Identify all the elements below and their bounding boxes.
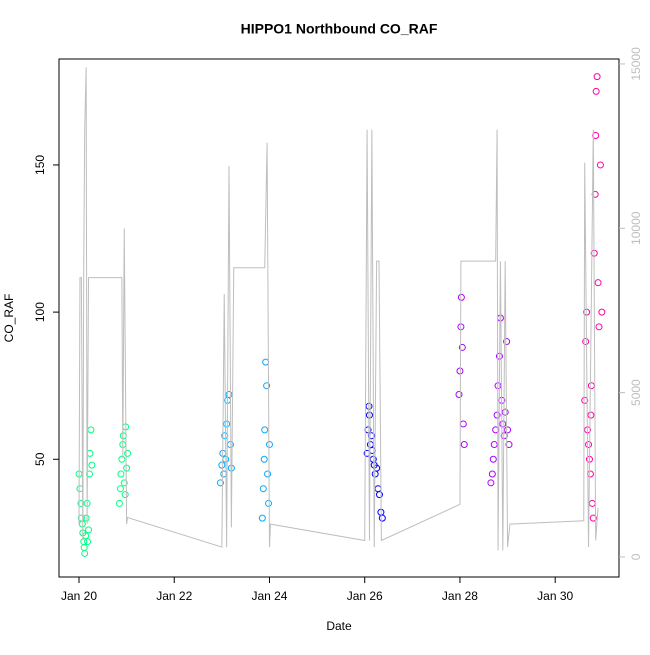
- point: [487, 479, 495, 487]
- point: [499, 420, 507, 428]
- point: [587, 382, 595, 390]
- x-tick-label: Jan 26: [347, 589, 383, 603]
- point: [589, 514, 597, 522]
- point: [225, 391, 233, 399]
- y-tick-label: 150: [33, 155, 47, 175]
- point: [378, 514, 386, 522]
- altitude-line: [78, 67, 599, 551]
- point: [457, 293, 465, 301]
- y2-tick-label: 0: [629, 553, 643, 560]
- point: [223, 420, 231, 428]
- x-tick-label: Jan 24: [251, 589, 287, 603]
- point: [115, 499, 123, 507]
- y2-tick-label: 15000: [629, 47, 643, 81]
- point: [374, 485, 382, 493]
- point: [263, 382, 271, 390]
- point: [490, 441, 498, 449]
- point: [265, 499, 273, 507]
- point: [598, 308, 606, 316]
- x-tick-label: Jan 22: [156, 589, 192, 603]
- point: [459, 420, 467, 428]
- point: [265, 441, 273, 449]
- point: [595, 323, 603, 331]
- point: [258, 514, 266, 522]
- point: [592, 132, 600, 140]
- y-tick-label: 100: [33, 302, 47, 322]
- point: [585, 441, 593, 449]
- point: [365, 411, 373, 419]
- point: [458, 343, 466, 351]
- point: [592, 87, 600, 95]
- point: [124, 449, 132, 457]
- point: [87, 426, 95, 434]
- point: [218, 461, 226, 469]
- point: [489, 455, 497, 463]
- point: [593, 73, 601, 81]
- point: [80, 544, 88, 552]
- point: [264, 470, 272, 478]
- y2-tick-label: 10000: [629, 211, 643, 245]
- y-tick-label: 50: [33, 452, 47, 466]
- point: [118, 455, 126, 463]
- point: [261, 426, 269, 434]
- point: [85, 526, 93, 534]
- point: [587, 411, 595, 419]
- plot-frame: [58, 58, 620, 578]
- point: [85, 470, 93, 478]
- point: [117, 470, 125, 478]
- point: [81, 549, 89, 557]
- point: [596, 161, 604, 169]
- point: [88, 461, 96, 469]
- point: [594, 279, 602, 287]
- point: [586, 470, 594, 478]
- point: [116, 485, 124, 493]
- x-tick-label: Jan 28: [442, 589, 478, 603]
- y-axis-label: CO_RAF: [2, 294, 16, 343]
- point: [460, 441, 468, 449]
- point: [84, 538, 92, 546]
- x-tick-label: Jan 30: [537, 589, 573, 603]
- point: [582, 338, 590, 346]
- point: [504, 426, 512, 434]
- chart-title: HIPPO1 Northbound CO_RAF: [241, 21, 438, 37]
- point: [503, 338, 511, 346]
- point: [505, 441, 513, 449]
- point: [262, 358, 270, 366]
- point: [120, 479, 128, 487]
- point: [455, 391, 463, 399]
- point: [488, 470, 496, 478]
- y2-tick-label: 5000: [629, 379, 643, 406]
- point: [216, 479, 224, 487]
- point: [588, 499, 596, 507]
- point: [375, 491, 383, 499]
- point: [501, 408, 509, 416]
- x-tick-label: Jan 20: [61, 589, 97, 603]
- point: [591, 190, 599, 198]
- point: [259, 485, 267, 493]
- point: [260, 455, 268, 463]
- point: [121, 491, 129, 499]
- point: [456, 367, 464, 375]
- x-axis-label: Date: [326, 619, 352, 633]
- point: [493, 411, 501, 419]
- point: [581, 396, 589, 404]
